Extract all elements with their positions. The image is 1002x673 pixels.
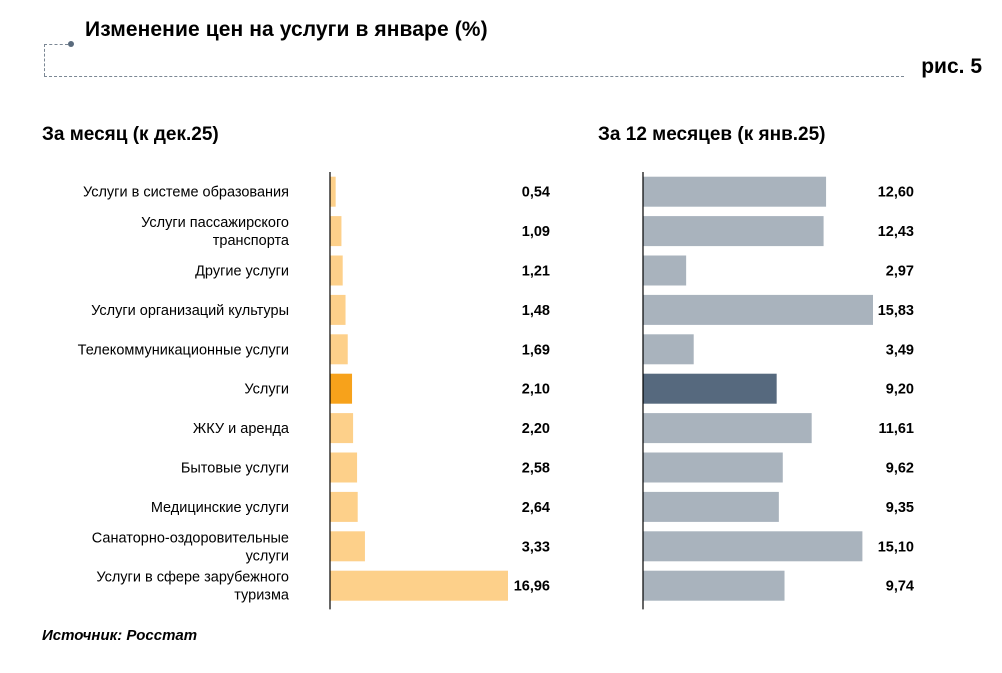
left-bar [330,452,358,483]
right-panel-title: За 12 месяцев (к янв.25) [598,124,826,145]
figure-label: рис. 5 [921,55,982,78]
left-bar [330,216,342,247]
left-value-label: 16,96 [514,579,550,595]
left-value-label: 1,21 [522,264,550,280]
right-bar [643,255,687,286]
title-decor-line [44,44,68,45]
source-note: Источник: Росстат [42,627,198,644]
category-label: Телекоммуникационные услуги [78,342,289,358]
right-bar [643,570,785,601]
right-bar [643,373,777,404]
left-bar [330,294,346,325]
left-value-label: 2,58 [522,461,550,477]
left-value-label: 1,48 [522,303,550,319]
category-label: ЖКУ и аренда [193,421,290,437]
left-bar [330,491,358,522]
right-bar [643,413,812,444]
left-bar [330,413,354,444]
category-label: Услуги в сфере зарубежного туризма [96,570,290,604]
right-value-label: 15,83 [878,303,914,319]
left-value-label: 3,33 [522,539,550,555]
category-label: Услуги в системе образования [83,185,289,201]
category-label: Бытовые услуги [181,461,289,477]
left-bar [330,176,336,207]
title-decor-line-vertical [44,44,45,76]
right-bar [643,452,783,483]
left-bar [330,373,353,404]
left-value-label: 2,10 [522,382,550,398]
right-value-label: 15,10 [878,539,914,555]
left-bar [330,334,348,365]
left-value-label: 2,64 [522,500,550,516]
left-value-label: 1,69 [522,342,550,358]
category-label: Услуги пассажирского транспорта [141,215,290,249]
category-label: Услуги организаций культуры [91,303,289,319]
right-bar [643,531,863,562]
right-value-label: 11,61 [879,421,915,437]
left-bar [330,255,343,286]
right-value-label: 9,62 [886,461,914,477]
left-bar [330,531,365,562]
title-decor-dot [68,41,74,47]
left-value-label: 2,20 [522,421,550,437]
category-label: Санаторно-оздоровительные услуги [92,530,289,564]
right-value-label: 12,60 [878,185,914,201]
right-bar [643,176,827,207]
title-decor-line-bottom [44,76,904,77]
right-bar [643,491,779,522]
right-value-label: 12,43 [878,224,914,240]
category-label: Медицинские услуги [151,500,289,516]
category-label: Услуги [244,382,289,398]
left-bar [330,570,508,601]
right-value-label: 2,97 [886,264,914,280]
category-label: Другие услуги [195,264,289,280]
right-bar [643,334,694,365]
right-value-label: 9,20 [886,382,914,398]
left-panel-title: За месяц (к дек.25) [42,124,219,145]
right-value-label: 3,49 [886,342,914,358]
right-value-label: 9,74 [886,579,914,595]
right-value-label: 9,35 [886,500,914,516]
left-value-label: 0,54 [522,185,550,201]
left-value-label: 1,09 [522,224,550,240]
right-bar [643,216,824,247]
chart-title: Изменение цен на услуги в январе (%) [85,18,488,41]
right-bar [643,294,873,325]
